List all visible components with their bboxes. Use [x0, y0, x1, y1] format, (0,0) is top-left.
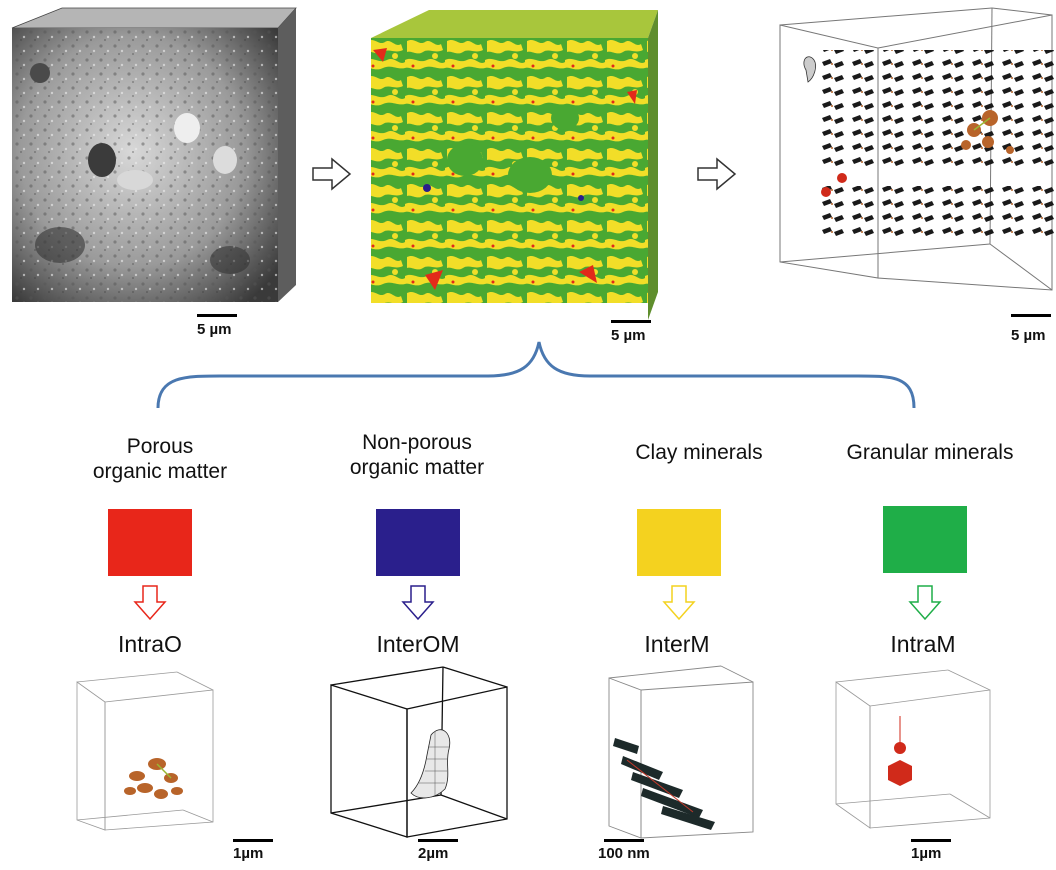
- category-label-nonporous-om: Non-porous organic matter: [297, 430, 537, 480]
- color-swatch-nonporous-om: [376, 509, 460, 576]
- category-label-line2: organic matter: [349, 456, 485, 479]
- interm-pore-model: [608, 665, 754, 839]
- intrao-pore-model: [76, 671, 214, 831]
- color-swatch-granular-minerals: [883, 506, 967, 573]
- segmented-image-cube: [371, 10, 658, 320]
- interom-pore-model: [330, 666, 508, 838]
- color-swatch-clay-minerals: [637, 509, 721, 576]
- sem-image-cube: [11, 7, 297, 302]
- top-scale-label-2: 5 µm: [611, 327, 646, 344]
- intram-pore-model: [835, 669, 991, 829]
- scale-bar-interm: [604, 839, 644, 842]
- hollow-arrow-icon: [312, 157, 352, 191]
- category-label-line2: Granular minerals: [846, 441, 1014, 464]
- category-label-granular-minerals: Granular minerals: [810, 434, 1050, 465]
- category-label-line1: Non-porous: [362, 431, 472, 454]
- top-scale-bar-3: [1011, 314, 1051, 317]
- pore-type-label-interom: InterOM: [376, 631, 460, 657]
- pore-type-label-intrao: IntraO: [118, 631, 182, 657]
- pore-type-label-intram: IntraM: [890, 631, 956, 657]
- pore-type-label-interm: InterM: [644, 631, 710, 657]
- top-scale-label-1: 5 µm: [197, 321, 232, 338]
- hollow-arrow-icon: [697, 157, 737, 191]
- top-scale-label-3: 5 µm: [1011, 327, 1046, 344]
- category-label-line2: organic matter: [92, 460, 228, 483]
- scale-bar-interom: [418, 839, 458, 842]
- scale-label-intrao: 1µm: [233, 845, 264, 862]
- scale-bar-intrao: [233, 839, 273, 842]
- down-arrow-icon: [662, 585, 696, 621]
- category-label-line2: Clay minerals: [635, 441, 763, 464]
- down-arrow-icon: [133, 585, 167, 621]
- scale-label-interm: 100 nm: [598, 845, 650, 862]
- curly-brace: [156, 341, 916, 409]
- scale-bar-intram: [911, 839, 951, 842]
- top-scale-bar-1: [197, 314, 237, 317]
- down-arrow-icon: [401, 585, 435, 621]
- category-label-line1: Porous: [126, 435, 194, 458]
- top-scale-bar-2: [611, 320, 651, 323]
- category-label-clay-minerals: Clay minerals: [594, 434, 804, 465]
- down-arrow-icon: [908, 585, 942, 621]
- scale-label-interom: 2µm: [418, 845, 449, 862]
- category-label-porous-om: Porous organic matter: [40, 434, 280, 484]
- pore-network-model-cube: [779, 7, 1056, 291]
- scale-label-intram: 1µm: [911, 845, 942, 862]
- color-swatch-porous-om: [108, 509, 192, 576]
